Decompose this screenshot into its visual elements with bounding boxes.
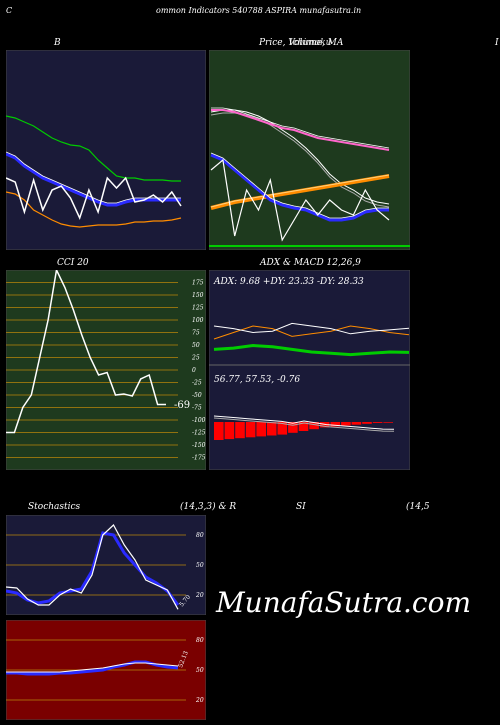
macd-bar bbox=[383, 422, 393, 423]
macd-line bbox=[213, 415, 395, 430]
cci-tick-label: -50 bbox=[192, 392, 202, 399]
cci-chart: 175 150 125 100 75 50 25 0 -25 -50 -75 -100 -125 -150… bbox=[6, 270, 206, 470]
macd-bar bbox=[341, 422, 351, 426]
macd-bar bbox=[362, 422, 372, 424]
cci-tick-label: 0 bbox=[192, 367, 196, 374]
rsi-tick-label: 20 bbox=[195, 697, 204, 704]
ma-orange-highlight bbox=[210, 174, 390, 208]
price-line bbox=[210, 158, 390, 242]
cci-line bbox=[6, 270, 166, 434]
price-overlay: Ichimoku bbox=[289, 38, 332, 48]
macd-bar bbox=[309, 422, 319, 430]
ma-blue-highlight bbox=[210, 152, 389, 219]
macd-bar bbox=[224, 422, 235, 440]
watermark: MunafaSutra.com bbox=[216, 586, 472, 619]
bb-close-line bbox=[6, 176, 182, 221]
rsi-tick-label: 80 bbox=[196, 637, 204, 644]
macd-bar bbox=[235, 422, 245, 439]
rsi-tick-label: 50 bbox=[196, 667, 204, 674]
adx-minus-dy-line bbox=[213, 322, 410, 335]
bb-middle-highlight bbox=[6, 151, 181, 204]
stoch-k-line bbox=[6, 524, 179, 610]
cci-tick-label: -100 bbox=[192, 417, 206, 424]
macd-bar bbox=[277, 422, 288, 435]
cci-tick-label: 50 bbox=[192, 342, 200, 349]
cci-value-label: -69 bbox=[174, 400, 190, 411]
bollinger-chart bbox=[6, 50, 206, 250]
cci-tick-label: -175 bbox=[192, 455, 206, 462]
adx-title: ADX & MACD 12,26,9 bbox=[260, 258, 361, 268]
cci-tick-label: -25 bbox=[192, 380, 202, 387]
stoch-d-line bbox=[6, 531, 180, 606]
macd-values: 56.77, 57.53, -0.76 bbox=[214, 375, 300, 385]
stoch-title-params: (14,3,3) & R bbox=[180, 502, 237, 512]
stoch-tick-label: 80 bbox=[196, 532, 204, 539]
adx-background bbox=[209, 270, 410, 470]
bb-title: B bbox=[54, 38, 61, 48]
macd-bar bbox=[256, 422, 266, 437]
right-edge-label: I bbox=[495, 38, 499, 48]
macd-bar bbox=[214, 422, 224, 440]
stoch-tick-label: 20 bbox=[195, 592, 204, 599]
macd-bar bbox=[330, 422, 341, 427]
cci-tick-label: 175 bbox=[192, 280, 204, 287]
rsi-ma-line bbox=[6, 662, 179, 673]
adx-plus-dy-line bbox=[213, 325, 410, 340]
stoch-tick-label: 50 bbox=[196, 562, 204, 569]
cci-tick-label: -150 bbox=[192, 442, 206, 449]
macd-bar bbox=[266, 422, 277, 436]
bollinger-background bbox=[6, 50, 206, 250]
ma-long-line bbox=[210, 109, 390, 205]
price-ma-chart bbox=[209, 50, 410, 250]
rsi-title: SI bbox=[296, 502, 306, 512]
cci-tick-label: 75 bbox=[192, 330, 200, 337]
macd-bar bbox=[351, 422, 362, 425]
cci-tick-label: 25 bbox=[191, 355, 200, 362]
page-title: ommon Indicators 540788 ASPIRA munafasut… bbox=[156, 6, 362, 15]
adx-values: ADX: 9.68 +DY: 23.33 -DY: 28.33 bbox=[213, 277, 364, 287]
ma-pink-highlight bbox=[211, 107, 390, 149]
price-background bbox=[209, 50, 410, 250]
cci-tick-label: 125 bbox=[192, 305, 204, 312]
adx-line bbox=[213, 343, 410, 357]
header-left: C bbox=[6, 6, 13, 15]
price-title: Price, Volume, MA bbox=[259, 38, 344, 48]
rsi-title-params: (14,5 bbox=[406, 502, 430, 512]
adx-macd-chart: ADX: 9.68 +DY: 23.33 -DY: 28.33 56.77, 5… bbox=[209, 270, 410, 470]
cci-tick-label: -125 bbox=[192, 430, 206, 437]
cci-tick-label: 150 bbox=[192, 292, 204, 299]
ma-pink-line bbox=[211, 109, 390, 151]
bb-lower-line bbox=[6, 191, 182, 228]
macd-signal-line bbox=[213, 417, 395, 432]
cci-title: CCI 20 bbox=[57, 258, 89, 268]
macd-bar bbox=[298, 422, 309, 431]
macd-bar bbox=[288, 422, 298, 433]
stoch-title: Stochastics bbox=[28, 502, 81, 512]
macd-bar bbox=[245, 422, 256, 438]
ma-orange-band bbox=[210, 174, 390, 210]
cci-tick-label: 100 bbox=[192, 317, 204, 324]
bb-upper-line bbox=[6, 115, 181, 182]
cci-tick-label: -75 bbox=[192, 405, 202, 412]
macd-bar bbox=[372, 422, 383, 423]
